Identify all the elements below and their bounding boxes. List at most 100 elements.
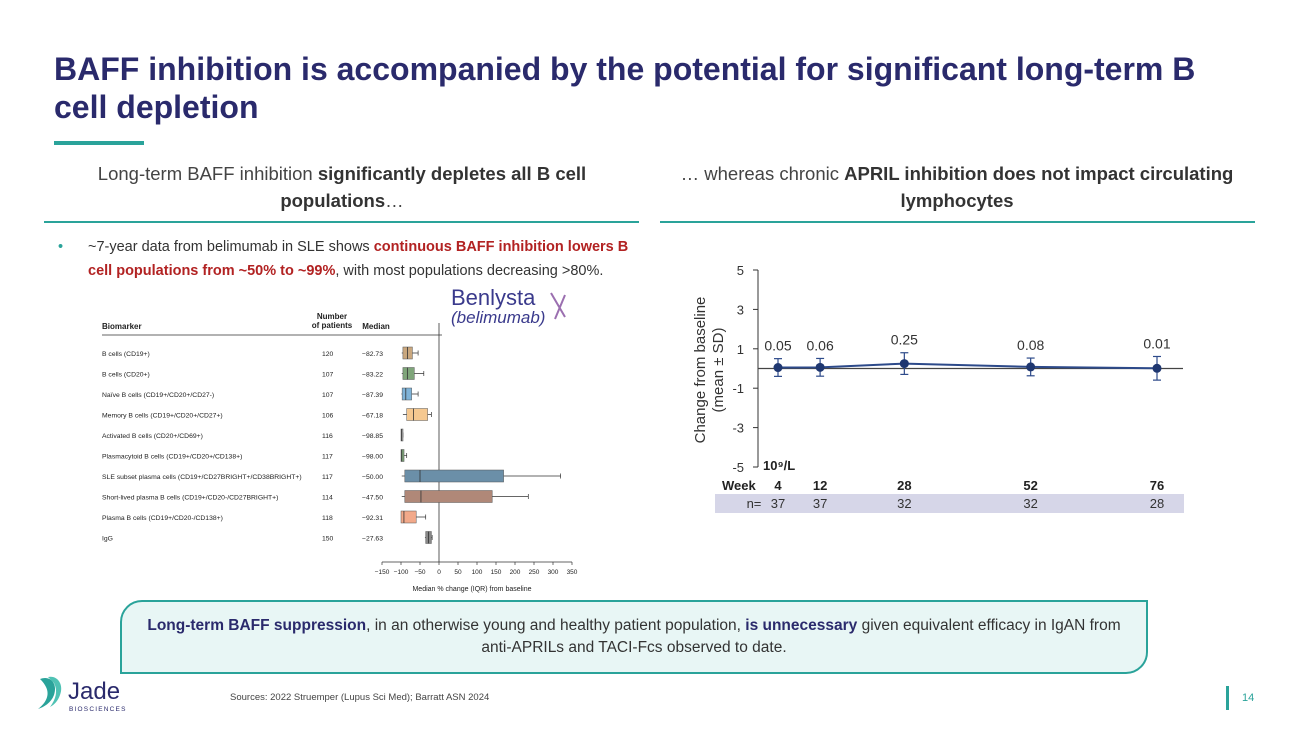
data-point (773, 363, 783, 373)
n-row-label: n= (747, 496, 762, 511)
box-row-median: −87.39 (362, 392, 383, 399)
bullet-highlight: continuous BAFF inhibition lowers B cell… (88, 239, 629, 279)
box-row-label: B cells (CD20+) (102, 372, 150, 379)
jade-logo-name: Jade (68, 678, 120, 705)
benlysta-logo-name: Benlysta (451, 285, 536, 310)
box-iqr (400, 428, 404, 442)
box-row-label: IgG (102, 536, 113, 543)
jade-logo-leaf-icon-2 (48, 676, 62, 707)
page-number: 14 (1242, 692, 1255, 704)
n-value: 37 (813, 496, 827, 511)
n-value: 28 (1150, 496, 1164, 511)
box-row-label: Plasmacytoid B cells (CD19+/CD20+/CD138+… (102, 454, 242, 461)
right-column-header: … whereas chronic APRIL inhibition does … (662, 160, 1252, 214)
week-value: 76 (1150, 478, 1164, 493)
line-series (777, 362, 1158, 370)
box-row-label: Memory B cells (CD19+/CD20+/CD27+) (102, 413, 223, 420)
box-row-n: 114 (322, 495, 333, 502)
box-x-tick-label: 300 (548, 569, 559, 576)
box-row-median: −98.00 (362, 454, 383, 461)
bullet-point: • ~7-year data from belimumab in SLE sho… (58, 235, 638, 283)
belimumab-box-chart: Biomarker Number of patients Median −150−… (102, 312, 578, 593)
box-iqr (401, 387, 412, 401)
week-value: 4 (774, 478, 782, 493)
week-value: 52 (1023, 478, 1037, 493)
box-iqr (404, 490, 493, 503)
box-iqr (404, 469, 504, 483)
box-header-median: Median (362, 322, 390, 331)
box-header-n: Number of patients (312, 312, 353, 330)
page-number-bar (1226, 686, 1229, 710)
right-header-pre: … whereas chronic (680, 163, 845, 184)
box-row-median: −98.85 (362, 433, 383, 440)
box-x-tick-label: −50 (414, 569, 425, 576)
box-row-median: −82.73 (362, 351, 383, 358)
title-underline (54, 141, 144, 145)
bullet-pre: ~7-year data from belimumab in SLE shows (88, 239, 374, 255)
line-y-label-1: Change from baseline (692, 297, 709, 444)
line-y-label-2: (mean ± SD) (710, 328, 727, 413)
box-row-n: 107 (322, 392, 334, 399)
box-x-tick-label: 200 (510, 569, 521, 576)
left-divider (44, 221, 639, 223)
box-iqr (400, 449, 405, 462)
line-y-tick-label: 5 (737, 263, 744, 278)
box-iqr (400, 510, 417, 524)
jade-logo-sub: BIOSCIENCES (69, 706, 127, 713)
line-y-tick-label: -1 (732, 381, 744, 396)
callout-bold-2: is unnecessary (745, 617, 858, 634)
data-point (1026, 362, 1036, 372)
callout-mid: , in an otherwise young and healthy pati… (366, 617, 746, 634)
box-row-median: −47.50 (362, 495, 383, 502)
n-value: 32 (897, 496, 911, 511)
box-row-median: −27.63 (362, 536, 383, 543)
line-y-tick-label: -3 (732, 421, 744, 436)
week-value: 28 (897, 478, 911, 493)
box-x-tick-label: 150 (491, 569, 502, 576)
benlysta-logo-sub: (belimumab) (451, 308, 545, 327)
april-line-chart: Change from baseline (mean ± SD) 10⁹/L W… (692, 263, 1184, 513)
box-row-n: 106 (322, 413, 334, 420)
bullet-dot-icon: • (58, 239, 64, 255)
slide-title: BAFF inhibition is accompanied by the po… (54, 51, 1196, 125)
n-value: 32 (1023, 496, 1037, 511)
jade-logo-leaf-icon (38, 677, 56, 709)
box-row-median: −92.31 (362, 515, 383, 522)
data-point (899, 359, 909, 369)
box-row-n: 150 (322, 536, 334, 543)
left-header-bold: significantly depletes all B cell popula… (280, 163, 587, 211)
jade-biosciences-logo: Jade BIOSCIENCES (38, 676, 127, 713)
line-y-tick-label: -5 (732, 460, 744, 475)
box-x-tick-label: 100 (472, 569, 483, 576)
benlysta-logo-mark (550, 292, 566, 320)
box-row-label: SLE subset plasma cells (CD19+/CD27BRIGH… (102, 474, 302, 481)
sources-note: Sources: 2022 Struemper (Lupus Sci Med);… (230, 692, 490, 703)
right-header-bold: APRIL inhibition does not impact circula… (844, 163, 1234, 211)
data-point (815, 362, 825, 372)
box-row-n: 117 (322, 474, 333, 481)
box-x-tick-label: 0 (437, 569, 441, 576)
benlysta-logo: Benlysta (belimumab) (451, 285, 566, 327)
data-label: 0.25 (891, 332, 918, 348)
data-label: 0.08 (1017, 337, 1044, 353)
n-value: 37 (771, 496, 785, 511)
left-column-header: Long-term BAFF inhibition significantly … (44, 160, 640, 214)
box-row-n: 118 (322, 515, 333, 522)
box-row-label: Activated B cells (CD20+/CD69+) (102, 433, 203, 440)
box-x-tick-label: 50 (454, 569, 462, 576)
callout-text: Long-term BAFF suppression, in an otherw… (142, 615, 1126, 659)
box-x-tick-label: 250 (529, 569, 540, 576)
week-value: 12 (813, 478, 827, 493)
data-point (1152, 363, 1162, 373)
box-row-median: −83.22 (362, 372, 383, 379)
bullet-text: ~7-year data from belimumab in SLE shows… (88, 235, 638, 283)
week-row-label: Week (722, 478, 756, 493)
box-header-biomarker: Biomarker (102, 322, 142, 331)
data-label: 0.01 (1143, 335, 1170, 351)
box-x-tick-label: −100 (394, 569, 409, 576)
box-iqr (402, 367, 415, 380)
data-label: 0.06 (806, 337, 833, 353)
box-row-n: 120 (322, 351, 334, 358)
right-divider (660, 221, 1255, 223)
box-x-axis-label: Median % change (IQR) from baseline (412, 586, 531, 593)
